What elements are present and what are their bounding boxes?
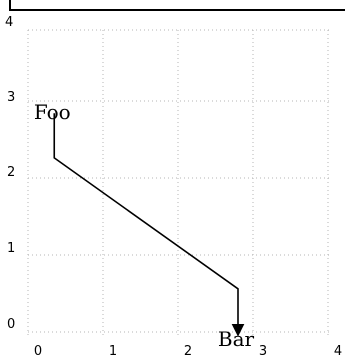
x-tick-label: 4: [334, 344, 342, 359]
top-frame: [9, 0, 345, 11]
y-axis-ticks: 0 1 2 3: [7, 90, 15, 332]
x-tick-label: 3: [259, 344, 267, 359]
y-tick-label: 3: [7, 90, 15, 105]
top-left-label: 4: [5, 15, 13, 30]
edge-foo-to-bar: [53, 113, 245, 337]
x-tick-label: 1: [109, 344, 117, 359]
x-tick-label: 2: [184, 344, 192, 359]
y-tick-label: 2: [7, 165, 15, 180]
node-bar: Bar: [218, 327, 255, 351]
y-tick-label: 1: [7, 241, 15, 256]
grid: [27, 29, 330, 335]
x-axis-ticks: 0 1 2 3 4: [34, 344, 342, 359]
x-tick-label: 0: [34, 344, 42, 359]
y-tick-label: 0: [7, 317, 15, 332]
node-foo: Foo: [34, 100, 71, 124]
